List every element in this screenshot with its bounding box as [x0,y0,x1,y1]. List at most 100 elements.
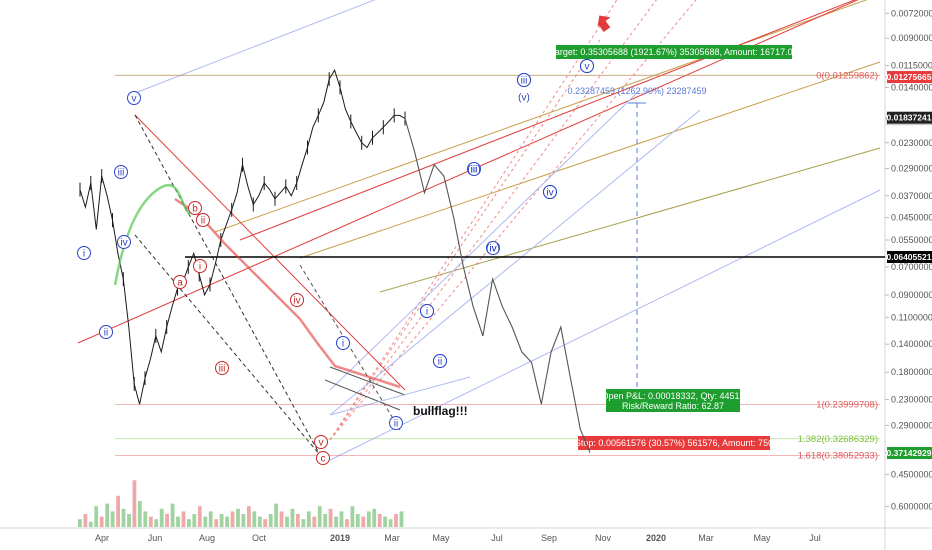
flag-upper [329,366,406,396]
volume-bar [399,511,404,527]
volume-bar [241,514,246,527]
wave-label-red-circle [215,361,229,375]
volume-bar [78,519,82,527]
wave-label-blue-circle [580,59,594,73]
long-position-tool[interactable]: 0.23287459 (1262.90%) 23287459 Target: 0.… [550,45,798,450]
price-series [79,68,591,453]
wave-label-blue: i [83,249,85,260]
volume-bar [165,514,169,527]
volume-bar [388,519,393,527]
wave-label-blue: iv [546,188,553,199]
volume-bar [127,514,131,527]
drawing-lines [77,0,885,461]
time-tick-label: Mar [384,533,400,543]
price-tag [887,447,932,460]
volume-bar [306,511,311,527]
volume-bar [361,516,366,527]
blue-channel-line [329,189,881,461]
volume-bar [279,511,284,527]
volume-bar [339,511,344,527]
fan-line [329,0,657,441]
price-tag-label: 0.37142929 [887,448,932,458]
projection-line [404,118,591,453]
wave-label-blue-circle [127,91,141,105]
volume-bar [296,514,300,527]
stop-label: Stop: 0.00561576 (30.57%) 561576, Amount… [575,438,773,448]
fib-label: 1(0.23999708) [816,399,878,410]
blue-channel-line [129,0,376,96]
wave-label-blue-circle [77,246,91,260]
wave-label-blue: iii [118,168,125,179]
time-tick-label: Nov [595,533,612,543]
volume-bar [225,516,229,527]
pnl-box [606,389,740,412]
volume-bar [197,506,202,527]
wave-label-blue-circle [467,162,481,176]
wave-label-blue: iv [120,238,127,249]
target-box [556,45,792,59]
wave-label-blue-circle [543,185,557,199]
wave-label-blue: ii [394,419,398,430]
volume-bar [334,516,338,527]
volume-bar [192,514,197,527]
wave-label-red-circle [193,259,207,273]
wave-label-red: a [177,278,183,289]
volume-bar [274,503,278,527]
volume-bar [301,519,306,527]
price-tag [887,111,932,124]
volume-bars [78,480,404,527]
down-channel-upper [134,114,406,391]
volume-bar [377,514,382,527]
volume-bar [312,516,317,527]
price-tag-label: 0.01275665 [887,72,932,82]
volume-bar [208,511,213,527]
wave-label-blue-circle [99,325,113,339]
wave-label-red-circle [196,213,210,227]
flag-trend [329,376,471,416]
volume-bar [323,514,328,527]
volume-bar [83,514,88,527]
price-tag-label: 0.06405521 [887,252,932,262]
wave-label-blue: (v) [518,93,530,104]
measure-label: 0.23287459 (1262.90%) 23287459 [567,86,706,96]
volume-bar [345,519,349,527]
wave-label-red: iii [219,364,226,375]
volume-bar [290,508,295,527]
volume-bar [99,516,104,527]
volume-bar [219,514,224,527]
volume-bar [214,519,219,527]
target-label: Target: 0.35305688 (1921.67%) 35305688, … [550,47,797,57]
volume-bar [263,519,268,527]
time-tick-label: Mar [698,533,714,543]
wave-label-blue: (iii) [467,165,480,176]
time-tick-label: May [753,533,771,543]
time-tick-label: Jun [148,533,163,543]
wave-label-blue: ii [438,357,442,368]
bullflag-annotation: bullflag!!! [413,404,468,418]
volume-bar [328,508,333,527]
ma-ribbon [174,197,401,389]
volume-bar [176,516,180,527]
wave-label-blue: iii [471,165,478,176]
time-tick-label: Jul [491,533,503,543]
time-axis[interactable]: Apr Jun Aug Oct 2019 Mar May Jul Sep Nov 2020 Mar Ma… [95,533,821,543]
volume-bar [236,508,240,527]
time-tick-label: 2020 [646,533,666,543]
wave-label-blue-circle [336,336,350,350]
volume-bar [110,511,115,527]
price-tick-label: 0.00720000 [891,8,932,18]
wave-label-blue-circle [389,416,403,430]
